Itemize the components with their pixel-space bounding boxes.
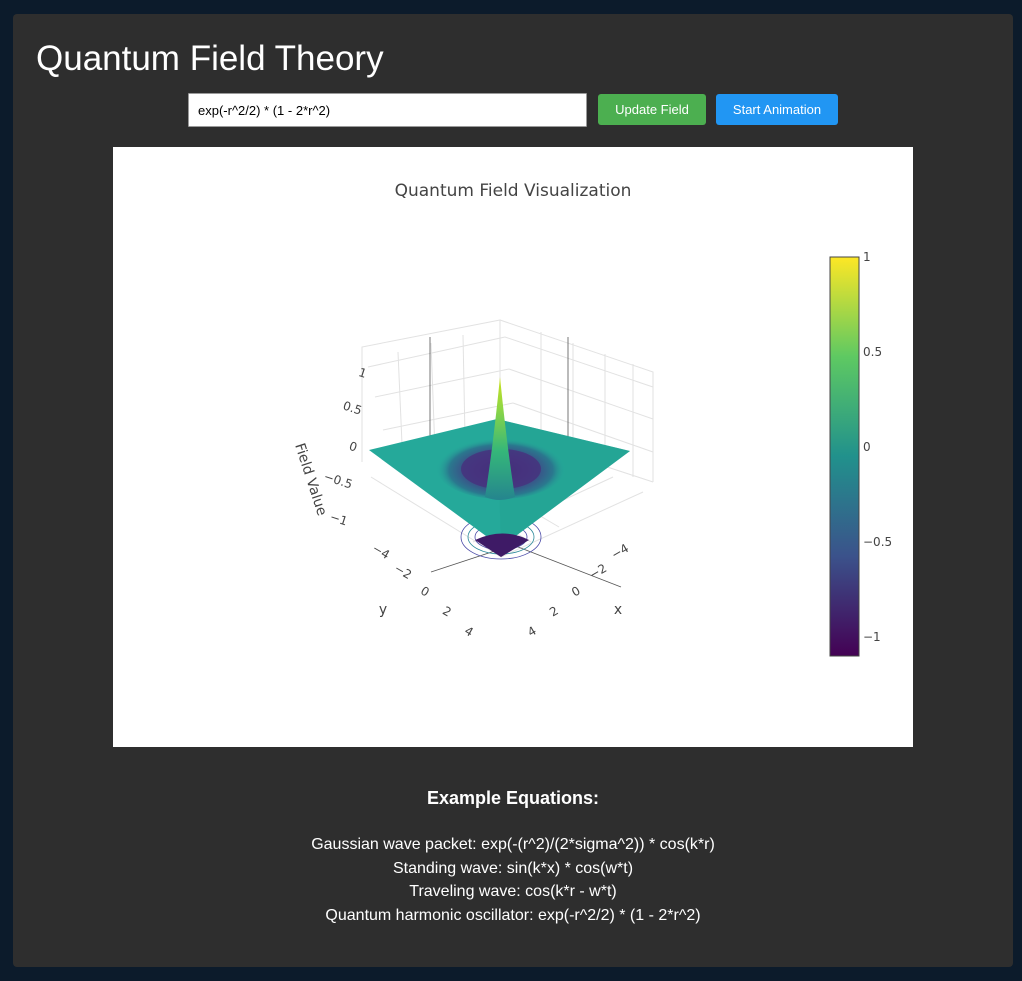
y-tick: 2 <box>440 604 454 620</box>
z-tick: −1 <box>328 510 349 529</box>
example-standing: Standing wave: sin(k*x) * cos(w*t) <box>392 859 634 877</box>
colorbar <box>829 256 860 657</box>
y-axis-label: y <box>379 602 387 618</box>
y-tick: −4 <box>370 541 392 562</box>
colorbar-tick: 0.5 <box>863 345 882 359</box>
y-tick: 0 <box>418 584 432 600</box>
surface-plot-svg[interactable]: Quantum Field Visualization <box>113 147 913 747</box>
update-field-button[interactable]: Update Field <box>598 94 706 125</box>
colorbar-tick: 0 <box>863 440 871 454</box>
z-tick: 1 <box>357 365 369 381</box>
examples-list: Gaussian wave packet: exp(-(r^2)/(2*sigm… <box>13 833 1013 928</box>
colorbar-tick: −0.5 <box>863 535 892 549</box>
examples-heading: Example Equations: <box>426 788 600 808</box>
example-traveling: Traveling wave: cos(k*r - w*t) <box>409 883 617 901</box>
y-tick: 4 <box>462 624 476 640</box>
start-animation-button[interactable]: Start Animation <box>716 94 838 125</box>
examples-section: Example Equations: Gaussian wave packet:… <box>13 787 1013 928</box>
x-tick: 4 <box>525 624 539 640</box>
z-tick: −0.5 <box>322 469 354 491</box>
z-tick: 0.5 <box>341 399 363 418</box>
equation-input[interactable] <box>188 93 587 127</box>
chart-title: Quantum Field Visualization <box>395 181 632 201</box>
example-gaussian: Gaussian wave packet: exp(-(r^2)/(2*sigm… <box>311 836 715 853</box>
colorbar-tick: −1 <box>863 630 881 644</box>
page-title: Quantum Field Theory <box>36 39 384 78</box>
surface <box>369 377 630 557</box>
colorbar-tick: 1 <box>863 250 871 264</box>
x-axis-label: x <box>614 602 622 618</box>
plot-area[interactable]: Quantum Field Visualization <box>113 147 913 747</box>
x-tick: −2 <box>587 561 609 582</box>
app-panel: Quantum Field Theory Update Field Start … <box>13 14 1013 967</box>
example-harmonic: Quantum harmonic oscillator: exp(-r^2/2)… <box>325 907 701 925</box>
x-tick: 2 <box>547 604 561 620</box>
z-tick: 0 <box>347 439 359 455</box>
x-tick: 0 <box>569 584 583 600</box>
y-tick: −2 <box>392 561 414 582</box>
x-tick: −4 <box>609 541 631 562</box>
